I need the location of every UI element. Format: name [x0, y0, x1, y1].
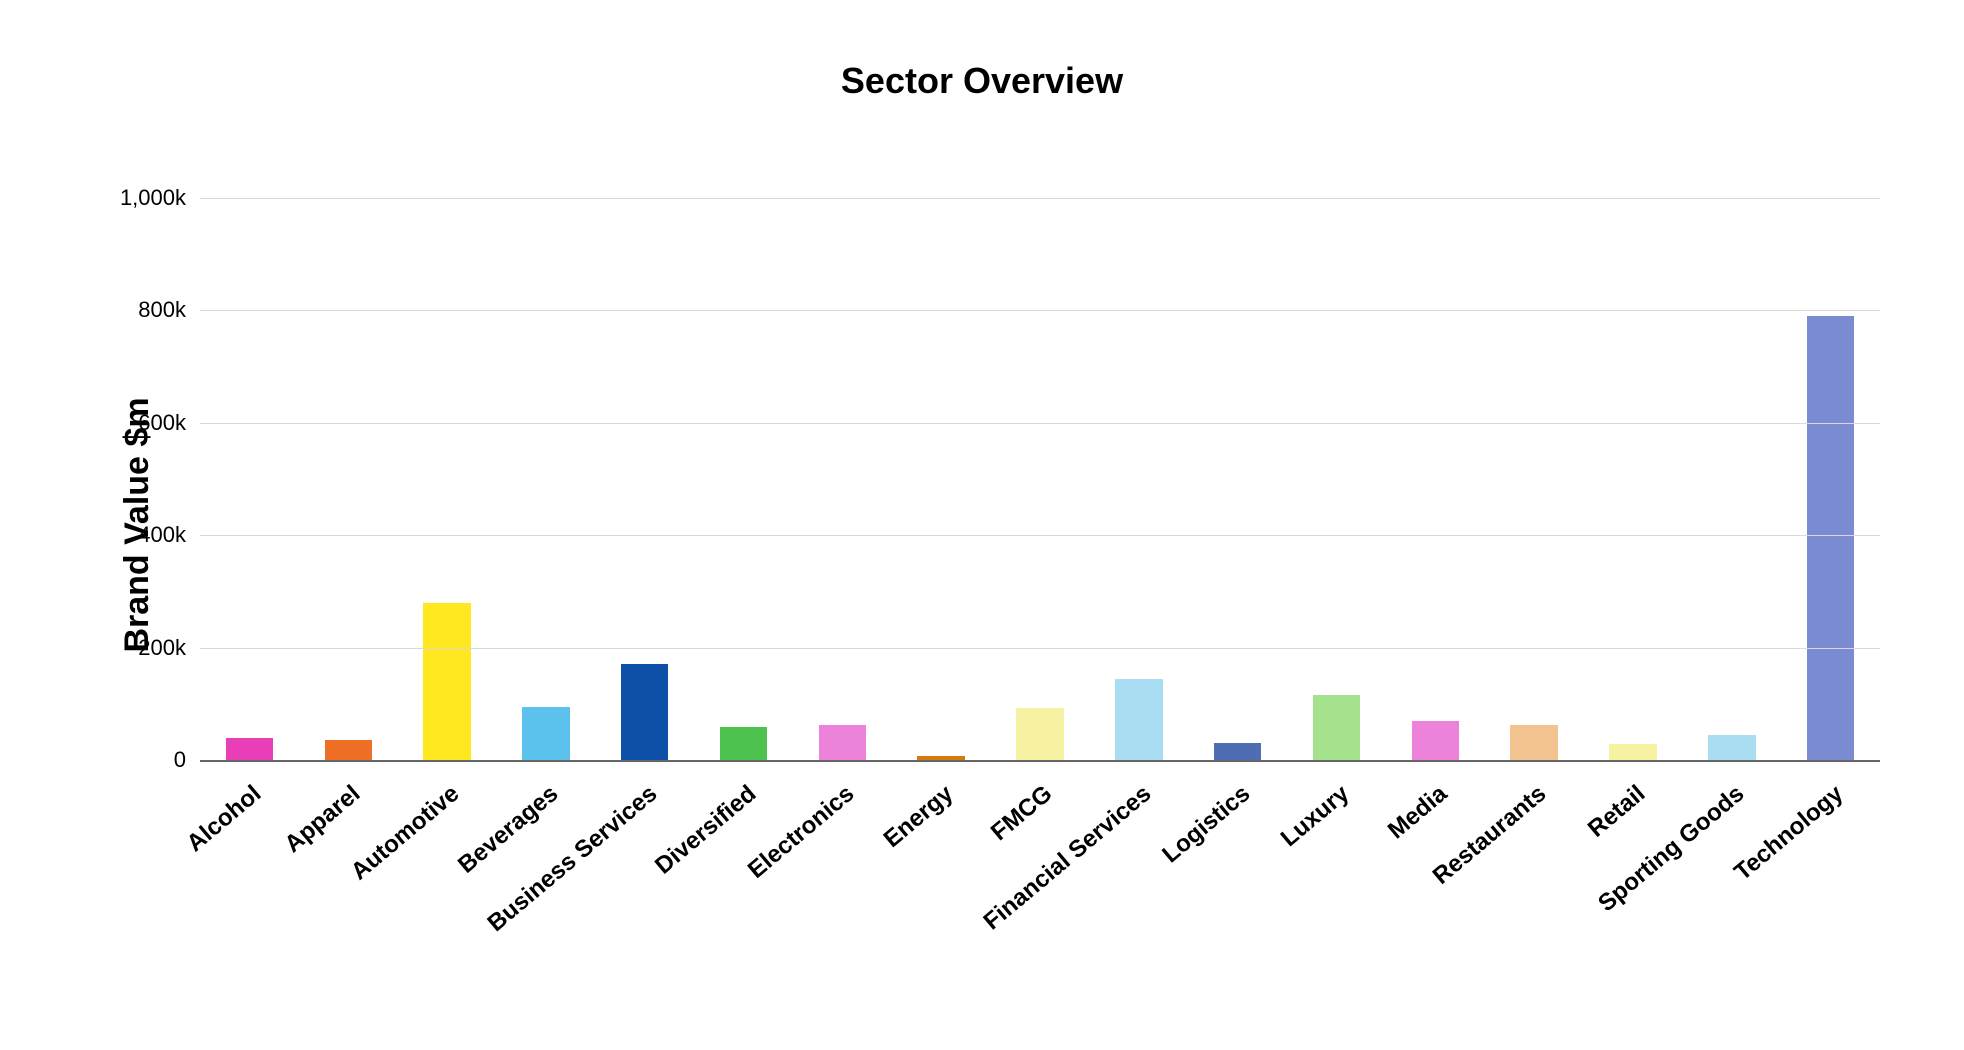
- grid-line: [200, 198, 1880, 199]
- bar: [819, 725, 866, 760]
- x-label-slot: Sporting Goods: [1682, 764, 1781, 1024]
- x-label-slot: Logistics: [1188, 764, 1287, 1024]
- bar-slot: [1188, 170, 1287, 760]
- bar: [522, 707, 569, 760]
- bar: [1016, 708, 1063, 760]
- x-tick-label: Energy: [879, 780, 959, 854]
- bars-container: [200, 170, 1880, 760]
- bar: [1609, 744, 1656, 760]
- x-tick-label: Retail: [1583, 780, 1651, 843]
- x-label-slot: Restaurants: [1485, 764, 1584, 1024]
- bar-slot: [1682, 170, 1781, 760]
- x-tick-label: Luxury: [1275, 780, 1354, 853]
- bar-slot: [496, 170, 595, 760]
- bar: [325, 740, 372, 760]
- bar-slot: [1386, 170, 1485, 760]
- x-label-slot: Luxury: [1287, 764, 1386, 1024]
- grid-line: [200, 423, 1880, 424]
- bar: [1115, 679, 1162, 760]
- bar: [1412, 721, 1459, 760]
- x-label-slot: Automotive: [398, 764, 497, 1024]
- grid-line: [200, 310, 1880, 311]
- x-label-slot: Electronics: [793, 764, 892, 1024]
- y-tick-label: 0: [174, 747, 200, 773]
- x-tick-label: Alcohol: [182, 780, 267, 858]
- x-label-slot: Energy: [892, 764, 991, 1024]
- bar-slot: [694, 170, 793, 760]
- bar-slot: [1781, 170, 1880, 760]
- bar: [1214, 743, 1261, 760]
- bar: [1510, 725, 1557, 760]
- bar-slot: [892, 170, 991, 760]
- y-tick-label: 800k: [138, 297, 200, 323]
- bar-slot: [991, 170, 1090, 760]
- bar-slot: [1089, 170, 1188, 760]
- bar: [226, 738, 273, 760]
- bar-slot: [299, 170, 398, 760]
- grid-line: [200, 648, 1880, 649]
- plot-area: 0200k400k600k800k1,000k: [200, 170, 1880, 762]
- x-label-slot: Apparel: [299, 764, 398, 1024]
- bar: [917, 756, 964, 760]
- bar-slot: [595, 170, 694, 760]
- x-tick-label: Media: [1383, 780, 1453, 845]
- bar-slot: [1485, 170, 1584, 760]
- bar-slot: [200, 170, 299, 760]
- bar: [720, 727, 767, 760]
- sector-overview-chart: Sector Overview Brand Value $m 0200k400k…: [0, 0, 1964, 1050]
- bar: [1708, 735, 1755, 760]
- x-axis-labels: AlcoholApparelAutomotiveBeveragesBusines…: [200, 764, 1880, 1024]
- y-tick-label: 200k: [138, 635, 200, 661]
- x-label-slot: Financial Services: [1089, 764, 1188, 1024]
- bar-slot: [398, 170, 497, 760]
- y-tick-label: 400k: [138, 522, 200, 548]
- y-tick-label: 1,000k: [120, 185, 200, 211]
- bar-slot: [793, 170, 892, 760]
- x-label-slot: Alcohol: [200, 764, 299, 1024]
- x-label-slot: Business Services: [595, 764, 694, 1024]
- y-tick-label: 600k: [138, 410, 200, 436]
- bar: [423, 603, 470, 760]
- x-tick-label: FMCG: [986, 780, 1058, 847]
- bar: [1807, 316, 1854, 760]
- x-label-slot: Media: [1386, 764, 1485, 1024]
- bar: [1313, 695, 1360, 760]
- grid-line: [200, 535, 1880, 536]
- bar: [621, 664, 668, 760]
- x-label-slot: Technology: [1781, 764, 1880, 1024]
- x-label-slot: Diversified: [694, 764, 793, 1024]
- bar-slot: [1287, 170, 1386, 760]
- bar-slot: [1584, 170, 1683, 760]
- chart-title: Sector Overview: [0, 60, 1964, 102]
